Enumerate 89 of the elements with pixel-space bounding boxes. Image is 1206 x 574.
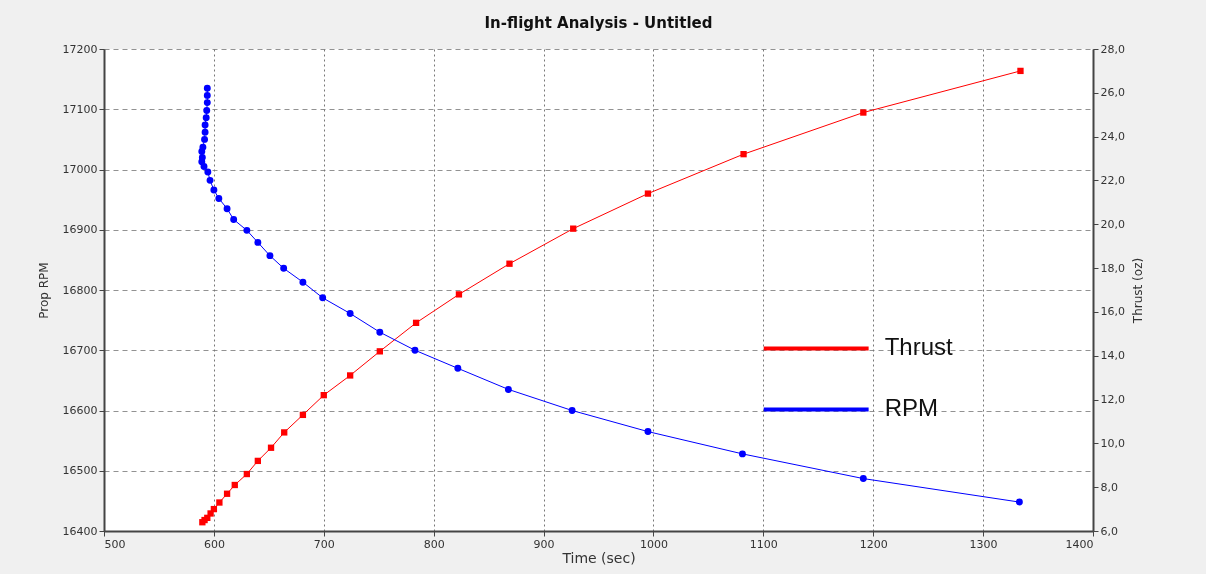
point (201, 135, 209, 143)
x-tick-label: 1300 (969, 537, 998, 551)
point (455, 291, 463, 298)
point (738, 450, 746, 458)
y2-tick-label: 24,0 (1100, 130, 1125, 144)
point (280, 264, 288, 272)
y-tick-label: 16800 (62, 283, 98, 297)
y2-tick-label: 18,0 (1100, 261, 1125, 275)
point (376, 328, 384, 336)
x-tick-label: 800 (423, 537, 445, 551)
point (644, 428, 652, 436)
point (254, 238, 262, 246)
y-axis-title: Prop RPM (36, 262, 51, 319)
point (202, 114, 210, 122)
legend-label: RPM (884, 394, 939, 422)
y-tick-label: 16400 (62, 524, 98, 538)
x-tick-label: 700 (313, 537, 335, 551)
legend-label: Thrust (884, 333, 954, 361)
point (412, 319, 420, 327)
x-tick-label: 1100 (749, 537, 778, 551)
point (223, 490, 231, 497)
x-tick-label: 900 (533, 537, 555, 551)
point (203, 84, 211, 92)
y2-axis-title: Thrust (oz) (1130, 257, 1145, 325)
point (203, 107, 211, 114)
x-axis-title: Time (sec) (561, 549, 636, 566)
y2-tick-label: 8,0 (1100, 480, 1118, 494)
point (376, 348, 383, 355)
y2-tick-label: 14,0 (1100, 349, 1125, 363)
point (216, 499, 223, 506)
point (320, 392, 327, 399)
point (411, 346, 419, 354)
chart-title: In-flight Analysis - Untitled (484, 14, 713, 32)
point (223, 205, 231, 213)
point (203, 99, 211, 107)
point (860, 109, 867, 116)
y2-tick-label: 22,0 (1100, 173, 1125, 187)
point (346, 372, 354, 379)
y-tick-label: 16700 (62, 343, 98, 357)
point (506, 260, 513, 267)
y-tick-label: 17200 (62, 42, 98, 56)
point (1015, 498, 1023, 506)
point (266, 252, 274, 260)
point (200, 163, 208, 170)
point (230, 216, 238, 223)
x-tick-label: 1400 (1065, 537, 1094, 551)
y2-tick-label: 16,0 (1100, 305, 1125, 319)
point (1017, 67, 1024, 75)
point (243, 226, 251, 234)
point (201, 128, 209, 136)
point (504, 385, 512, 393)
point (568, 407, 576, 414)
point (243, 470, 251, 478)
point (644, 190, 652, 197)
y2-tick-label: 28,0 (1100, 42, 1125, 56)
point (206, 176, 214, 184)
point (267, 444, 275, 451)
point (210, 505, 218, 513)
point (299, 411, 307, 419)
y-tick-label: 16900 (62, 223, 98, 237)
point (215, 194, 223, 202)
y2-tick-label: 12,0 (1100, 393, 1125, 407)
point (319, 294, 327, 302)
y-tick-label: 16600 (62, 404, 98, 417)
point (740, 151, 747, 158)
point (454, 364, 462, 372)
point (281, 429, 288, 436)
point (346, 310, 354, 317)
x-tick-label: 500 (104, 537, 126, 551)
point (299, 278, 307, 286)
point (198, 147, 206, 155)
y2-tick-label: 6,0 (1100, 524, 1118, 538)
x-tick-label: 600 (203, 537, 225, 551)
y-tick-label: 16500 (62, 464, 98, 478)
point (204, 168, 212, 176)
point (859, 475, 867, 483)
x-tick-label: 1000 (639, 537, 668, 551)
point (203, 91, 211, 99)
y2-tick-label: 10,0 (1100, 436, 1125, 450)
y2-tick-label: 20,0 (1100, 217, 1125, 231)
point (210, 186, 218, 194)
point (231, 481, 238, 489)
point (201, 121, 209, 129)
point (254, 457, 262, 465)
y2-tick-label: 26,0 (1100, 86, 1125, 100)
y-tick-label: 17000 (62, 163, 98, 176)
point (570, 225, 577, 232)
x-tick-label: 1200 (859, 537, 888, 551)
y-tick-label: 17100 (62, 102, 98, 116)
